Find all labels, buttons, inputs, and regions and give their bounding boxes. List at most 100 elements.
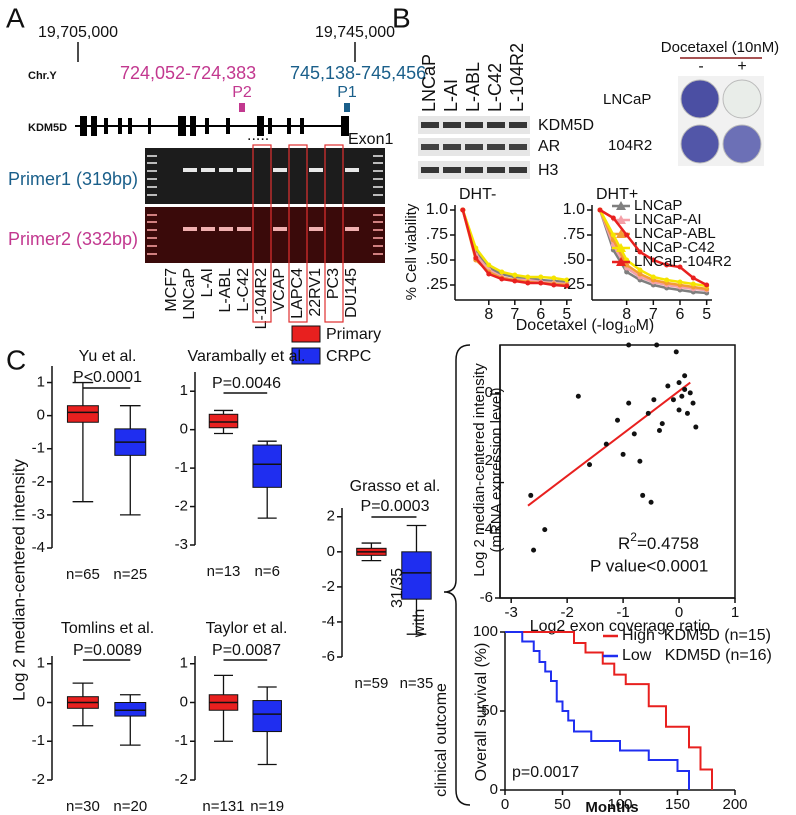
chart-title: Grasso et al.: [350, 478, 441, 495]
legend-label: LNCaP: [634, 197, 682, 214]
y-tick-label: -2: [322, 578, 335, 595]
point: [677, 264, 683, 270]
blot-band: [509, 122, 527, 128]
y-tick-label: 1: [180, 382, 188, 399]
point: [637, 249, 643, 255]
lane-label: L-C42: [485, 63, 505, 112]
y-tick-label: -1: [175, 732, 188, 749]
ladder-band: [373, 221, 383, 223]
legend-label: LNCaP-ABL: [634, 225, 716, 242]
y-tick-label: -2: [175, 498, 188, 515]
x-tick-label: 7: [649, 306, 658, 323]
x-axis-label: Months: [585, 799, 638, 815]
well: [680, 79, 720, 119]
point: [531, 547, 537, 553]
gel-band: [273, 227, 287, 231]
y-tick-label: 1: [37, 655, 45, 672]
box: [252, 444, 282, 488]
p1-label: P1: [337, 84, 357, 101]
ladder-band: [147, 186, 157, 188]
x-tick-label: 100: [607, 796, 632, 813]
x-tick-label: n=20: [113, 798, 147, 815]
gene-structure: [75, 116, 349, 136]
panel-label: C: [6, 344, 26, 375]
blot-band: [443, 144, 461, 150]
minus: -: [698, 58, 703, 75]
p1-range: 745,138-745,456: [290, 63, 426, 83]
highlight-box: [324, 144, 344, 323]
blot-band: [487, 144, 505, 150]
box: [208, 413, 239, 429]
y-tick-label: 50: [481, 702, 498, 719]
point: [587, 462, 593, 468]
gel-band: [309, 168, 323, 172]
lane-label: VCAP: [271, 268, 288, 312]
point: [542, 527, 548, 533]
point: [650, 257, 656, 263]
box: [66, 405, 99, 423]
point: [665, 383, 671, 389]
ladder-band: [147, 214, 157, 216]
ladder-band: [147, 253, 157, 255]
ladder-band: [373, 237, 383, 239]
y-tick-label: 1: [180, 655, 188, 672]
blot-band: [443, 122, 461, 128]
point: [690, 275, 696, 281]
x-tick-label: 0: [675, 604, 683, 621]
point: [682, 373, 688, 379]
lane-label: L-ABL: [217, 268, 234, 313]
point: [615, 417, 620, 423]
point: [664, 277, 670, 283]
point: [564, 277, 570, 283]
point: [624, 232, 630, 238]
p2-range: 724,052-724,383: [120, 63, 256, 83]
y-tick-label: -6: [480, 589, 493, 606]
x-tick-label: n=30: [66, 798, 100, 815]
series-line: [461, 209, 567, 282]
chart-title: Tomlins et al.: [61, 620, 154, 637]
x-tick-label: 5: [562, 306, 571, 323]
p-value: P=0.0087: [212, 642, 281, 659]
point: [687, 390, 693, 396]
point: [648, 499, 654, 505]
point: [564, 283, 570, 289]
clinical-note: with: [411, 609, 428, 638]
primer2-label: Primer2 (332bp): [8, 229, 138, 249]
x-tick-label: 50: [554, 796, 571, 813]
x-tick-label: -1: [616, 604, 629, 621]
y-axis-label: % Cell viability: [403, 203, 420, 300]
gel-band: [237, 227, 251, 231]
point: [610, 232, 616, 238]
point: [684, 410, 690, 416]
r-squared-part: =0.4758: [637, 534, 699, 553]
treatment: Docetaxel (10nM): [661, 39, 779, 56]
well: [722, 124, 762, 164]
point: [659, 421, 665, 427]
y-tick-label: -2: [480, 452, 493, 469]
y-tick-label: 0: [180, 693, 188, 710]
point: [640, 492, 646, 498]
gel-image: [145, 148, 385, 204]
coordinate: 19,705,000: [38, 24, 118, 41]
y-tick-label: -3: [32, 506, 45, 523]
point: [525, 280, 531, 286]
ladder-band: [373, 253, 383, 255]
y-tick-label: -2: [32, 771, 45, 788]
point: [551, 275, 557, 281]
x-tick-label: -2: [560, 604, 573, 621]
y-axis-label: (mRNA expression level): [488, 387, 505, 552]
x-tick-label: -3: [505, 604, 518, 621]
exon-label: Exon1: [348, 131, 393, 148]
point: [624, 262, 630, 268]
blot-band: [465, 144, 483, 150]
x-tick-label: n=25: [113, 566, 147, 583]
x-tick-label: n=59: [355, 675, 389, 692]
lane-label: L-AI: [199, 268, 216, 297]
band-label: AR: [538, 138, 560, 155]
chart-title: DHT+: [596, 186, 638, 203]
y-tick-label: 0: [327, 543, 335, 560]
y-tick-label: -3: [175, 536, 188, 553]
lane-label: L-AI: [441, 79, 461, 112]
ladder-band: [147, 162, 157, 164]
